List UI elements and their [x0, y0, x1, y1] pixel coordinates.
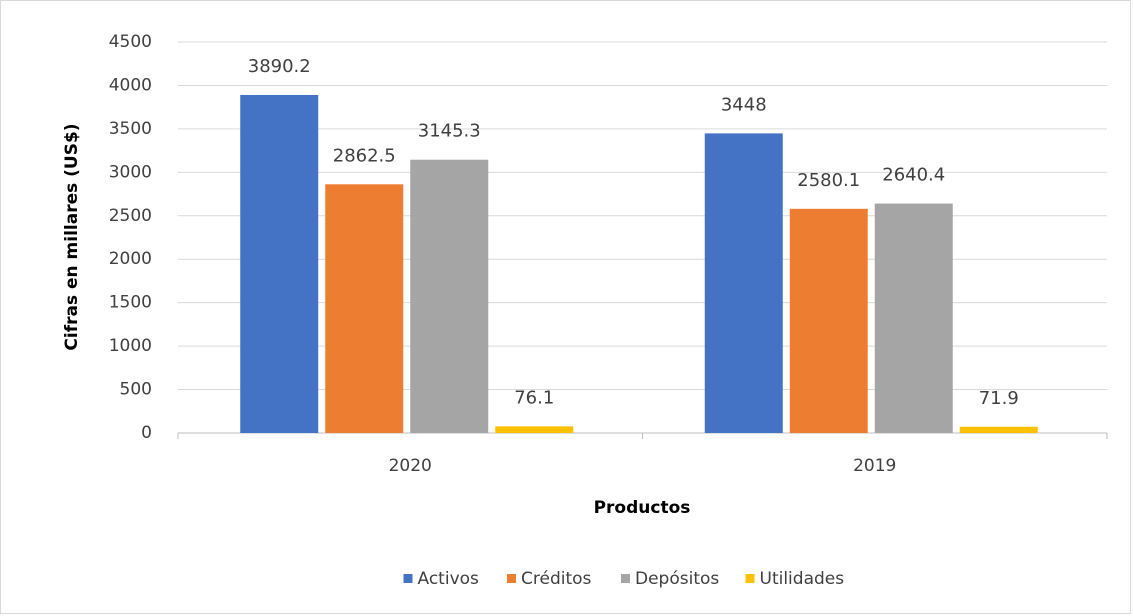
bar — [959, 426, 1038, 433]
data-label: 71.9 — [979, 388, 1019, 409]
legend-label: Utilidades — [760, 569, 845, 589]
bar — [789, 208, 868, 433]
bar — [704, 133, 783, 433]
legend-label: Activos — [418, 569, 480, 589]
legend-label: Créditos — [521, 569, 592, 589]
x-tick-label: 2020 — [389, 456, 432, 476]
bar — [325, 184, 404, 433]
y-tick-label: 2000 — [109, 249, 152, 269]
data-label: 2862.5 — [333, 145, 396, 166]
y-tick-label: 2500 — [109, 206, 152, 226]
y-tick-label: 1000 — [109, 336, 152, 356]
bar — [495, 426, 574, 433]
legend: Activos Créditos Depósitos Utilidades — [403, 569, 845, 589]
y-tick-label: 3500 — [109, 119, 152, 139]
y-axis-title: Cifras en millares (US$) — [62, 123, 82, 350]
data-label: 2640.4 — [882, 165, 945, 186]
data-label: 2580.1 — [797, 170, 860, 191]
data-label: 3448 — [721, 94, 767, 115]
legend-label: Depósitos — [635, 569, 719, 589]
x-tick-label: 2019 — [853, 456, 896, 476]
legend-swatch — [403, 574, 413, 583]
y-tick-label: 0 — [141, 423, 152, 443]
y-tick-label: 500 — [120, 380, 152, 400]
legend-swatch — [745, 574, 755, 583]
bar — [410, 159, 489, 433]
x-axis-title: Productos — [594, 498, 691, 518]
y-tick-label: 4500 — [109, 32, 152, 52]
data-label: 3890.2 — [248, 56, 311, 77]
y-tick-label: 4000 — [109, 75, 152, 95]
legend-swatch — [507, 574, 516, 583]
bar — [874, 203, 953, 433]
y-tick-label: 1500 — [109, 293, 152, 313]
legend-swatch — [621, 574, 630, 583]
y-tick-label: 3000 — [109, 162, 152, 182]
bar — [240, 94, 319, 433]
data-label: 76.1 — [514, 387, 554, 408]
data-label: 3145.3 — [418, 121, 481, 142]
